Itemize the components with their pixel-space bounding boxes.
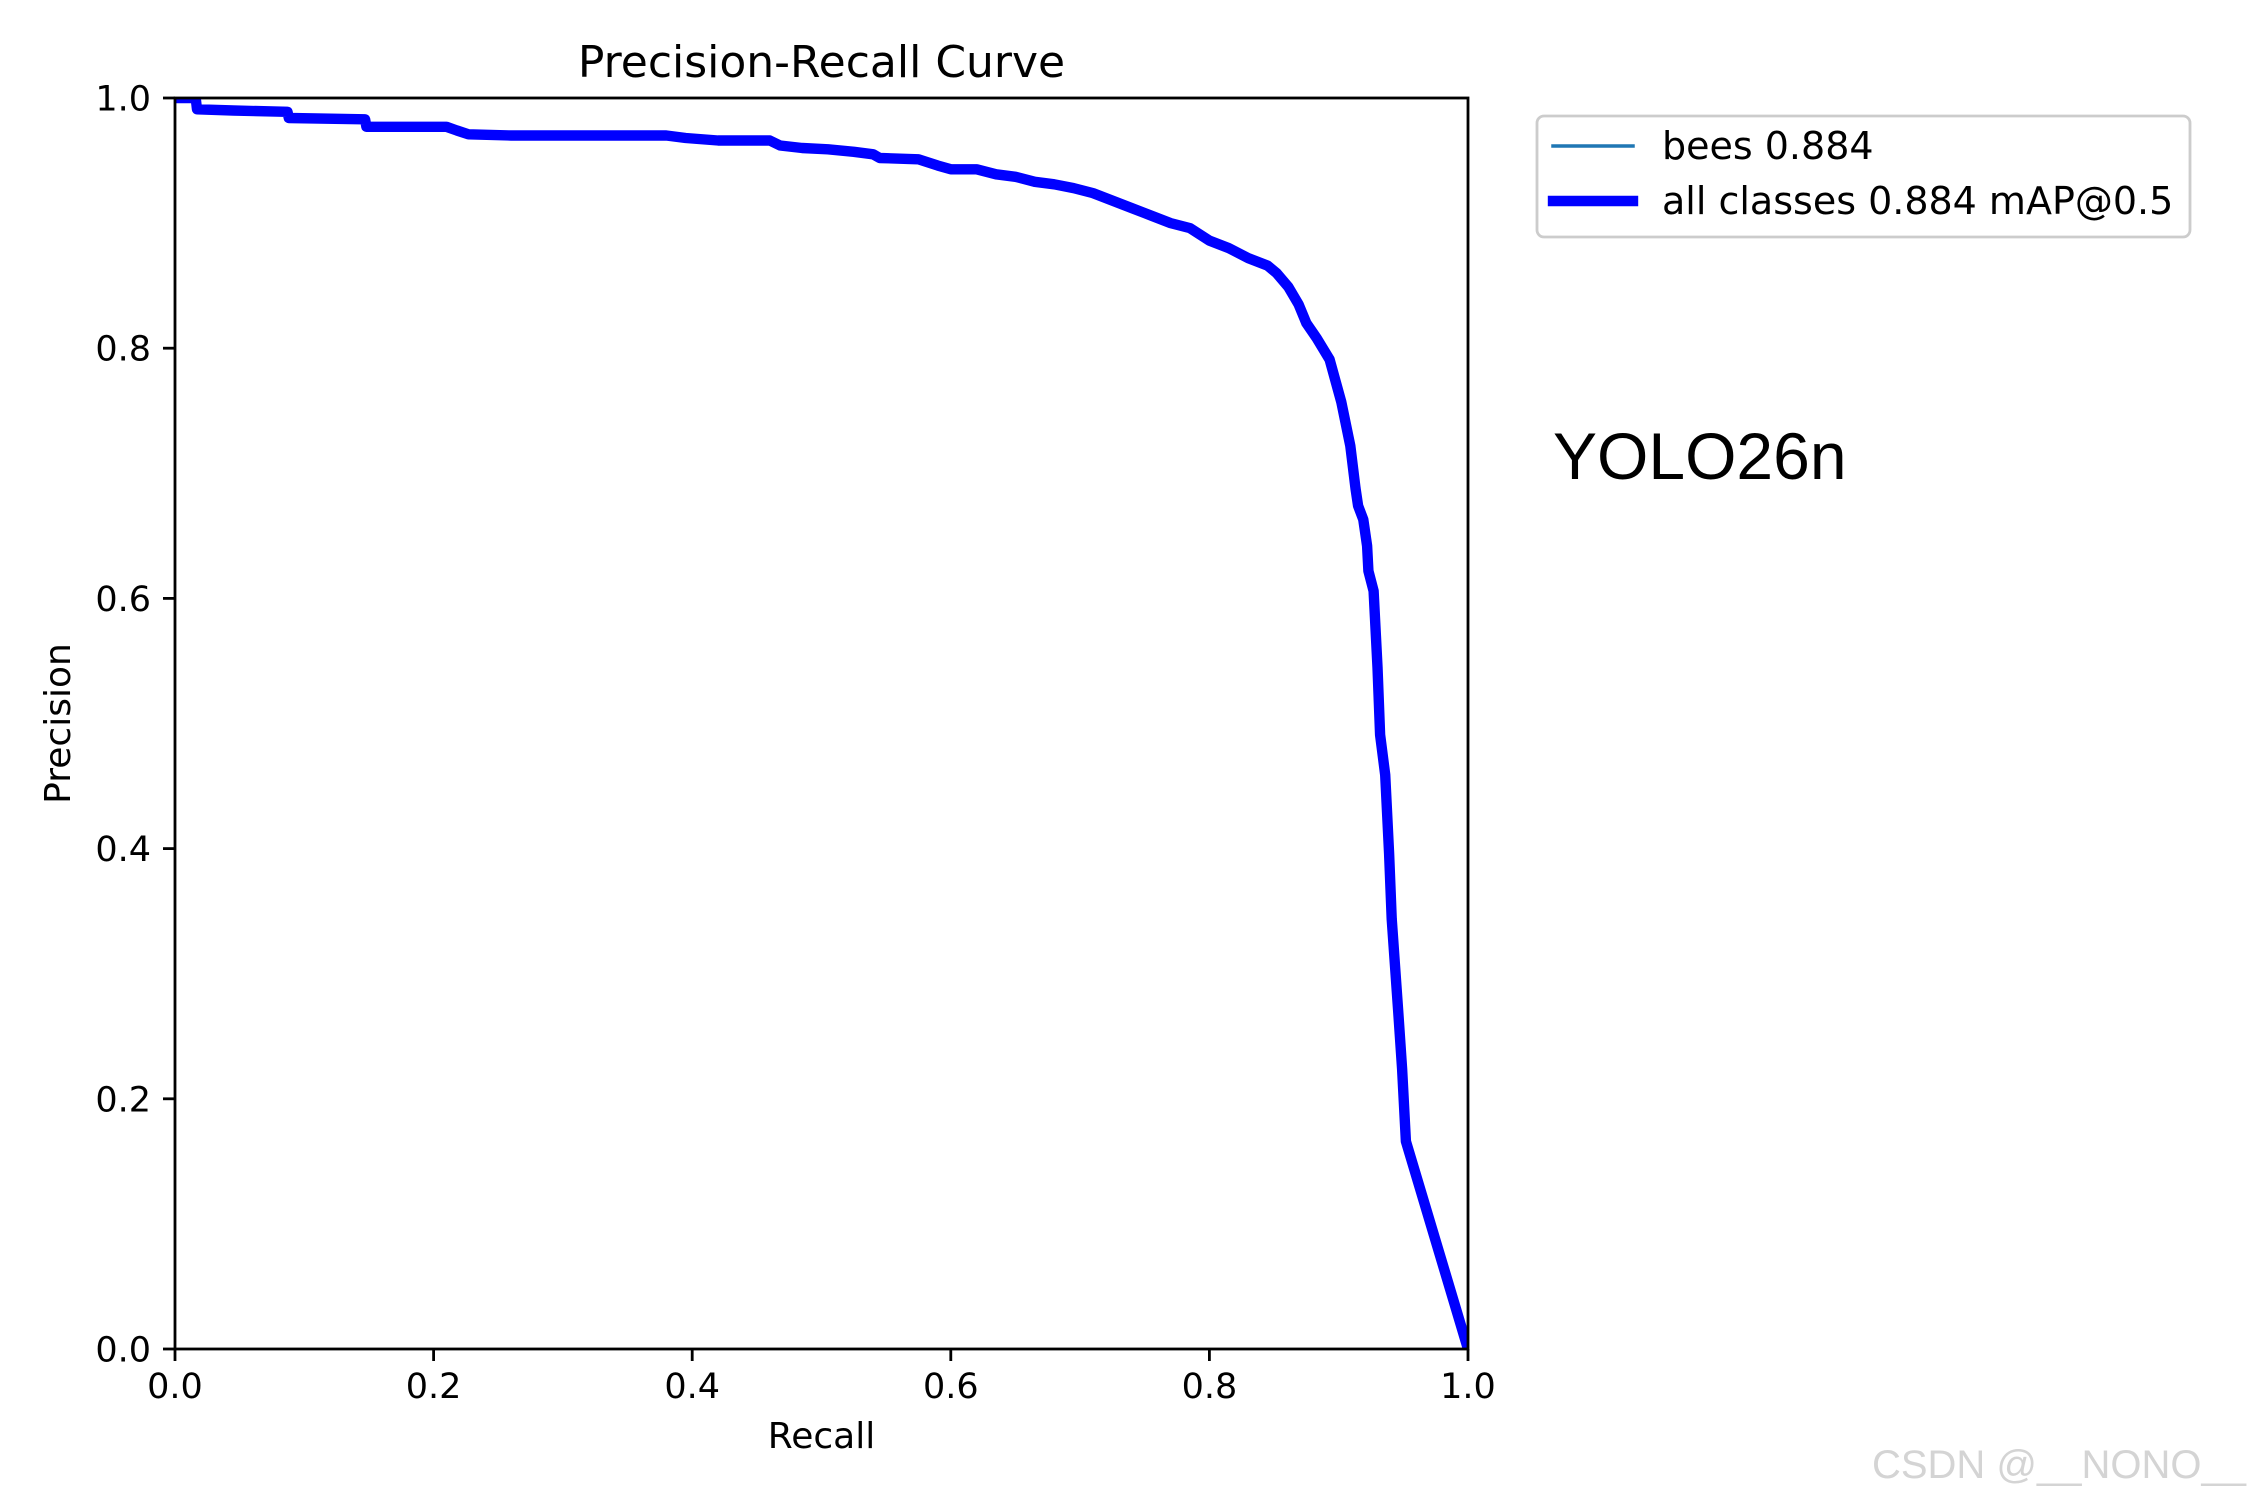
y-tick-label: 1.0 xyxy=(95,80,151,120)
y-tick-label: 0.4 xyxy=(95,830,151,870)
x-tick-label: 1.0 xyxy=(1440,1367,1496,1407)
y-axis-ticks: 0.0 0.2 0.4 0.6 0.8 1.0 xyxy=(95,80,175,1371)
plot-frame xyxy=(173,96,1470,1351)
y-tick-label: 0.8 xyxy=(95,330,151,370)
x-axis-label: Recall xyxy=(768,1416,875,1457)
x-axis-ticks: 0.0 0.2 0.4 0.6 0.8 1.0 xyxy=(147,1349,1496,1407)
legend: bees 0.884 all classes 0.884 mAP@0.5 xyxy=(1535,114,2192,239)
chart-title: Precision-Recall Curve xyxy=(578,37,1065,88)
y-tick-label: 0.2 xyxy=(95,1080,151,1120)
x-tick-label: 0.0 xyxy=(147,1367,203,1407)
y-axis-label: Precision xyxy=(38,643,79,804)
pr-curve-all-classes xyxy=(175,98,1468,1349)
model-name-annotation: YOLO26n xyxy=(1553,419,1847,493)
x-tick-label: 0.2 xyxy=(406,1367,462,1407)
watermark: CSDN @__NONO__ xyxy=(1872,1443,2247,1487)
x-tick-label: 0.4 xyxy=(664,1367,720,1407)
legend-label-bees: bees 0.884 xyxy=(1662,124,1874,168)
legend-label-all-classes: all classes 0.884 mAP@0.5 xyxy=(1662,179,2173,223)
legend-frame xyxy=(1535,114,2192,239)
x-tick-label: 0.6 xyxy=(923,1367,979,1407)
x-tick-label: 0.8 xyxy=(1182,1367,1238,1407)
y-tick-label: 0.0 xyxy=(95,1331,151,1371)
plot-series xyxy=(175,98,1468,1349)
y-tick-label: 0.6 xyxy=(95,580,151,620)
